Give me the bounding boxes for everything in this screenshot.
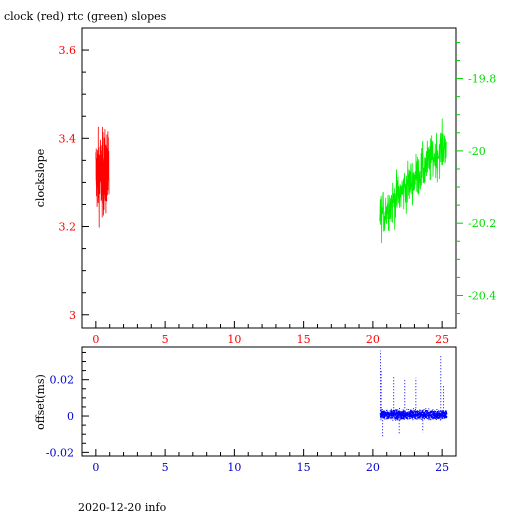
top-x-tick-label: 10 [227,333,241,346]
bottom-x-tick-label: 0 [92,461,99,474]
bottom-y-tick-label: -0.02 [46,446,74,459]
top-x-tick-label: 15 [297,333,311,346]
bottom-x-tick-label: 10 [227,461,241,474]
bottom-y-axis: -0.02 0 0.02 [46,351,89,459]
top-y2-tick-label: -19.8 [468,73,496,86]
top-y-axis-label: clockslope [34,149,47,207]
top-y2-tick-label: -20 [468,145,486,158]
top-x-tick-label: 5 [162,333,169,346]
top-series-group [95,118,447,244]
chart-title: clock (red) rtc (green) slopes [4,10,167,23]
top-x-axis: 0 5 10 15 20 25 [81,321,457,346]
offset-scatter-points [379,408,448,421]
top-y-tick-label: 3.4 [59,132,77,145]
bottom-y-tick-label: 0.02 [50,374,75,387]
top-y-tick-label: 3.6 [59,44,77,57]
top-x-tick-label: 0 [92,333,99,346]
top-left-y-axis: 3 3.2 3.4 3.6 [59,44,89,322]
bottom-x-tick-label: 15 [297,461,311,474]
top-right-y-axis: -20.4 -20.2 -20 -19.8 [456,41,496,315]
bottom-x-tick-label: 25 [435,461,449,474]
top-x-tick-label: 20 [366,333,380,346]
bottom-x-tick-label: 20 [366,461,380,474]
bottom-plot-frame [81,346,457,457]
top-y-tick-label: 3.2 [59,221,77,234]
clock-slope-series [95,126,110,228]
bottom-x-tick-label: 5 [162,461,169,474]
footer-label: 2020-12-20 info [78,501,167,512]
top-plot-frame [81,27,457,329]
bottom-x-axis: 0 5 10 15 20 25 [81,449,457,474]
top-y2-tick-label: -20.2 [468,217,496,230]
bottom-series-group [379,350,448,438]
bottom-y-tick-label: 0 [67,410,74,423]
top-x-tick-label: 25 [435,333,449,346]
top-y2-tick-label: -20.4 [468,289,496,302]
rtc-slope-series [379,118,447,244]
top-y-tick-label: 3 [69,309,76,322]
bottom-y-axis-label: offset(ms) [34,374,47,430]
